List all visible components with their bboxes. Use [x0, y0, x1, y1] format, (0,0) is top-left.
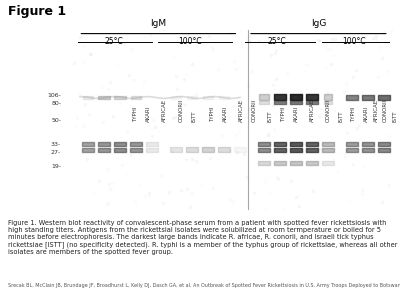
Text: IgM: IgM: [150, 19, 166, 28]
Text: 25°C: 25°C: [268, 37, 286, 46]
Text: 33-: 33-: [51, 142, 61, 147]
Text: 100°C: 100°C: [178, 37, 202, 46]
Text: IgG: IgG: [311, 19, 326, 28]
Text: ISTT: ISTT: [393, 111, 398, 122]
Text: 27-: 27-: [51, 149, 61, 154]
Text: AKARI: AKARI: [223, 106, 228, 122]
Text: Srecak BL, McClain JB, Brundage JF, Broadhurst L, Kelly DJ, Dasch GA, et al. An : Srecak BL, McClain JB, Brundage JF, Broa…: [8, 283, 400, 288]
Text: ISTT: ISTT: [268, 111, 273, 122]
Text: 50-: 50-: [51, 118, 61, 122]
Text: AKARI: AKARI: [146, 106, 151, 122]
Text: CONORII: CONORII: [178, 99, 183, 122]
Text: AFRICAE: AFRICAE: [310, 99, 314, 122]
Text: 100°C: 100°C: [342, 37, 366, 46]
Text: CONORII: CONORII: [326, 99, 330, 122]
Text: TYPHI: TYPHI: [134, 106, 138, 122]
Text: TYPHI: TYPHI: [281, 106, 286, 122]
Text: AFRICAE: AFRICAE: [162, 99, 167, 122]
Text: CONORII: CONORII: [252, 99, 257, 122]
Text: AKARI: AKARI: [364, 106, 369, 122]
Text: TYPHI: TYPHI: [210, 106, 215, 122]
Text: 80-: 80-: [51, 101, 61, 106]
Text: ISTT: ISTT: [191, 111, 196, 122]
Text: TYPHI: TYPHI: [351, 106, 356, 122]
Text: ISTT: ISTT: [338, 111, 343, 122]
Text: Figure 1. Western blot reactivity of convalescent-phase serum from a patient wit: Figure 1. Western blot reactivity of con…: [8, 220, 398, 255]
Text: AFRICAE: AFRICAE: [374, 99, 378, 122]
Text: 19-: 19-: [51, 164, 61, 169]
Text: CONORII: CONORII: [383, 99, 388, 122]
Text: 106-: 106-: [47, 93, 61, 98]
Text: AKARI: AKARI: [294, 106, 298, 122]
Text: Figure 1: Figure 1: [8, 5, 66, 19]
Text: 25°C: 25°C: [104, 37, 123, 46]
Text: AFRICAE: AFRICAE: [239, 99, 244, 122]
